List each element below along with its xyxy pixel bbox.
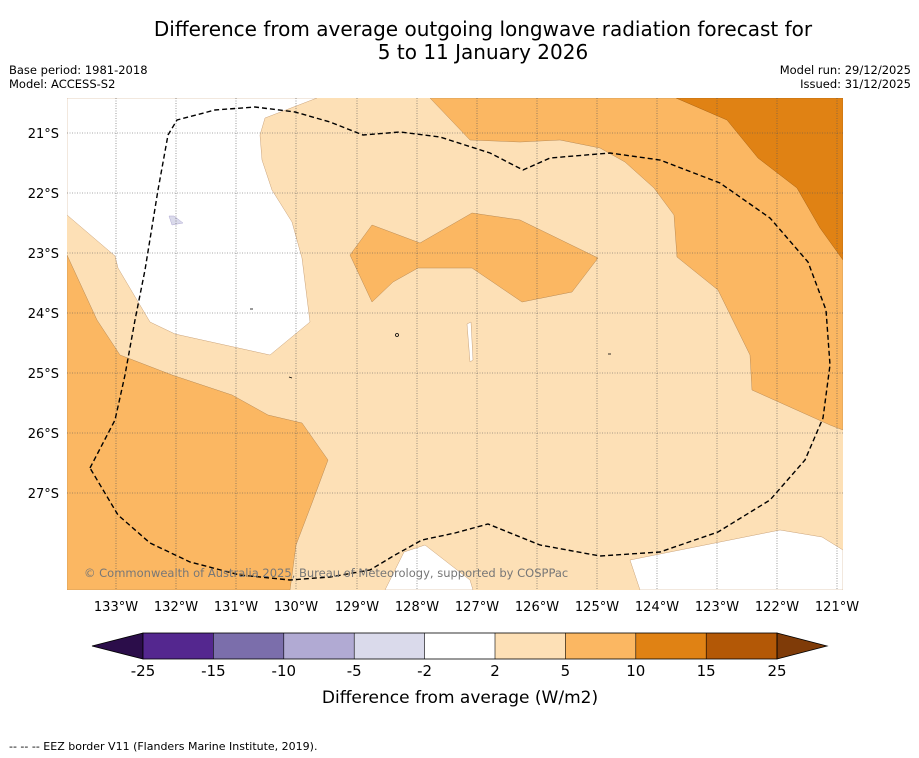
colorbar-tick: 15 (697, 662, 716, 680)
colorbar-tick: -5 (347, 662, 362, 680)
neutral-region-northwest (67, 98, 318, 356)
colorbar-bin (706, 633, 777, 659)
issued-date: Issued: 31/12/2025 (800, 77, 911, 91)
anomaly-5-10-northeast (429, 98, 843, 431)
neutral-region-southeast (629, 529, 843, 590)
title-line-1: Difference from average outgoing longwav… (153, 17, 813, 41)
meta-right: Model run: 29/12/2025 Issued: 31/12/2025 (780, 63, 911, 91)
longitude-labels: 133°W 132°W 131°W 130°W 129°W 128°W 127°… (94, 600, 859, 615)
lon-label: 122°W (755, 600, 799, 615)
colorbar-tick: 5 (561, 662, 571, 680)
colorbar-bin (283, 633, 355, 659)
lon-label: 130°W (274, 600, 318, 615)
lat-label: 25°S (28, 367, 59, 382)
model-name: Model: ACCESS-S2 (9, 77, 116, 91)
colorbar-label: Difference from average (W/m2) (322, 688, 598, 708)
map-title: Difference from average outgoing longwav… (0, 18, 919, 64)
colorbar-frame (142, 632, 778, 660)
gridlines (67, 98, 843, 590)
colorbar-low-arrow (91, 632, 144, 660)
lon-label: 125°W (575, 600, 619, 615)
lon-label: 131°W (214, 600, 258, 615)
anomaly-5-10-center (349, 212, 599, 303)
copyright-notice: © Commonwealth of Australia 2025, Bureau… (84, 566, 568, 580)
anomaly-10-15-northeast (675, 98, 843, 261)
colorbar-bin (213, 633, 284, 659)
base-period: Base period: 1981-2018 (9, 63, 148, 77)
lat-label: 22°S (28, 187, 59, 202)
colorbar-tick: -10 (272, 662, 297, 680)
lon-label: 128°W (395, 600, 439, 615)
anomaly-5-10-southwest (67, 254, 329, 590)
colorbar-bin (424, 633, 495, 659)
lon-label: 129°W (335, 600, 379, 615)
colorbar-tick: 25 (767, 662, 786, 680)
colorbar-tick: -15 (201, 662, 226, 680)
island-markers (250, 308, 611, 379)
lon-label: 123°W (695, 600, 739, 615)
colorbar-tick: 2 (490, 662, 500, 680)
colorbar-bin (565, 633, 636, 659)
footer-note: -- -- -- EEZ border V11 (Flanders Marine… (9, 740, 318, 753)
lat-label: 23°S (28, 247, 59, 262)
lat-label: 21°S (28, 127, 59, 142)
lon-label: 126°W (515, 600, 559, 615)
colorbar-tick: 10 (626, 662, 645, 680)
lat-label: 24°S (28, 307, 59, 322)
colorbar-tick: -25 (131, 662, 156, 680)
model-run: Model run: 29/12/2025 (779, 63, 911, 77)
map-figure: © Commonwealth of Australia 2025, Bureau… (28, 98, 859, 708)
colorbar: -25 -15 -10 -5 -2 2 5 10 15 25 Differenc… (91, 632, 829, 708)
lon-label: 132°W (154, 600, 198, 615)
lat-label: 26°S (28, 427, 59, 442)
neutral-sliver (466, 321, 474, 363)
neutral-region-south (384, 544, 474, 590)
title-line-2: 5 to 11 January 2026 (377, 40, 589, 64)
colorbar-tick: -2 (417, 662, 432, 680)
lon-label: 124°W (635, 600, 679, 615)
eez-border (89, 106, 831, 581)
lat-label: 27°S (28, 487, 59, 502)
colorbar-bin (143, 633, 214, 659)
latitude-labels: 21°S 22°S 23°S 24°S 25°S 26°S 27°S (28, 127, 59, 502)
colorbar-bin (495, 633, 566, 659)
colorbar-bin (354, 633, 425, 659)
lon-label: 133°W (94, 600, 138, 615)
lon-label: 127°W (455, 600, 499, 615)
lon-label: 121°W (815, 600, 859, 615)
colorbar-bin (635, 633, 707, 659)
colorbar-high-arrow (776, 632, 829, 660)
meta-left: Base period: 1981-2018 Model: ACCESS-S2 (9, 63, 148, 91)
map-area (67, 98, 843, 590)
